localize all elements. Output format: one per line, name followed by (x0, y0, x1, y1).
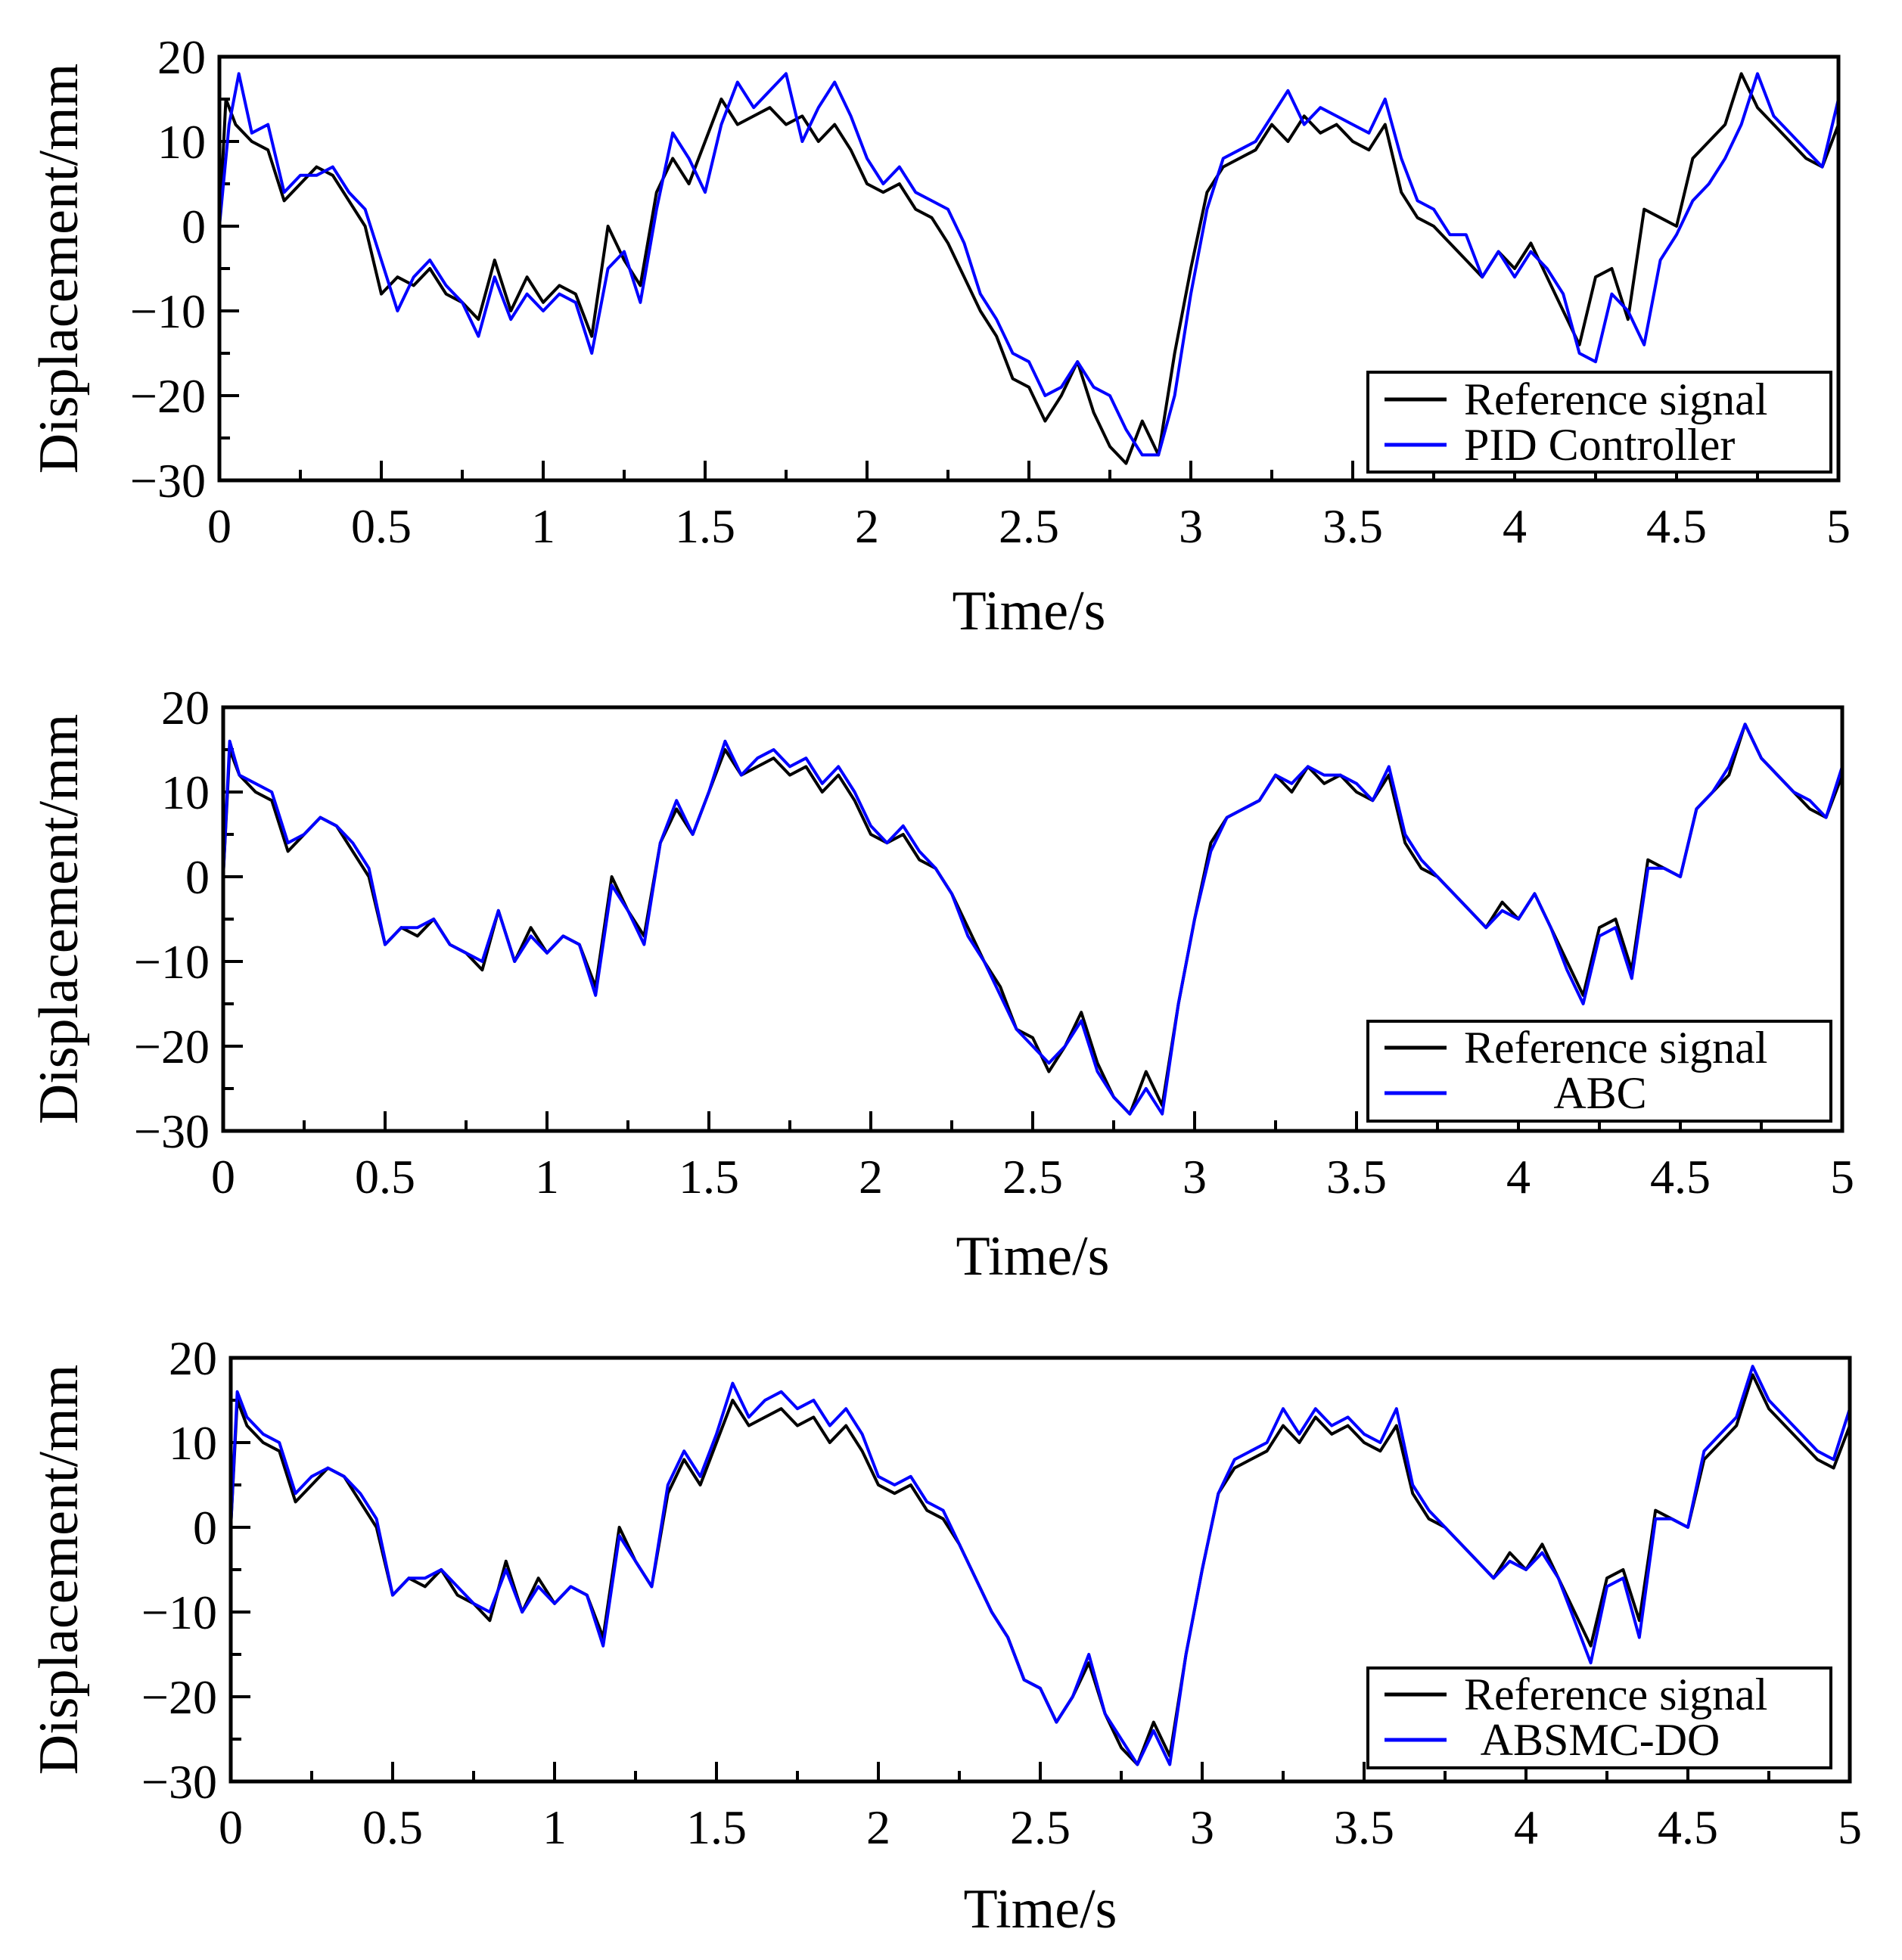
panel-3-xtick-label: 1.5 (686, 1800, 747, 1854)
panel-2-ytick-label: 0 (185, 850, 210, 904)
panel-3-legend: Reference signal ABSMC-DO (1366, 1666, 1832, 1769)
panel-3-ylabel: Displacement/mm (28, 1365, 90, 1775)
panel-3-xtick-label: 4 (1514, 1800, 1538, 1854)
panel-1-ytick-label: 20 (157, 30, 206, 84)
panel-1-legend-box (1366, 371, 1832, 474)
panel-2-xtick-label: 1 (535, 1150, 559, 1204)
panel-1-xlabel: Time/s (953, 580, 1106, 642)
panel-2-xtick-labels: 0 0.5 1 1.5 2 2.5 3 3.5 4 4.5 5 (211, 1150, 1854, 1204)
panel-1-xtick-label: 0 (207, 499, 232, 553)
panel-1-xtick-label: 1.5 (675, 499, 735, 553)
panel-2-legend-box (1366, 1020, 1832, 1123)
panel-1-xtick-label: 3.5 (1322, 499, 1383, 553)
panel-3: 20 10 0 −10 −20 −30 0 0.5 1 1.5 2 2.5 3 3.5 4 4.5 5 Tim… (28, 1331, 1862, 1940)
panel-1-xtick-labels: 0 0.5 1 1.5 2 2.5 3 3.5 4 4.5 5 (207, 499, 1851, 553)
panel-3-xlabel: Time/s (964, 1878, 1117, 1940)
panel-3-legend-ref-label: Reference signal (1464, 1670, 1767, 1719)
panel-2-ylabel: Displacement/mm (28, 714, 90, 1125)
panel-2-xlabel: Time/s (956, 1225, 1110, 1288)
panel-3-xtick-label: 1 (542, 1800, 567, 1854)
panel-3-xtick-label: 5 (1838, 1800, 1862, 1854)
panel-2-legend-ref-label: Reference signal (1464, 1023, 1767, 1073)
panel-1-legend: Reference signal PID Controller (1366, 371, 1832, 474)
panel-1-series-layer (218, 72, 1840, 465)
panel-3-xtick-label: 3 (1190, 1800, 1214, 1854)
panel-1-xtick-label: 3 (1179, 499, 1203, 553)
panel-1-legend-ref-label: Reference signal (1464, 374, 1767, 424)
panel-3-ytick-label: 10 (169, 1416, 217, 1470)
panel-2: 20 10 0 −10 −20 −30 0 0.5 1 1.5 2 2.5 3 3.5 4 4.5 5 Tim… (28, 681, 1854, 1288)
panel-3-xtick-label: 2.5 (1010, 1800, 1071, 1854)
panel-2-xtick-label: 3.5 (1326, 1150, 1387, 1204)
panel-1: 20 10 0 −10 −20 −30 0 0.5 1 1.5 2 2.5 3 3.5 4 4.5 5 Tim… (28, 30, 1851, 642)
panel-3-legend-absmc-label: ABSMC-DO (1481, 1715, 1720, 1765)
panel-3-ytick-label: −10 (141, 1586, 217, 1639)
panel-2-xtick-label: 2 (859, 1150, 883, 1204)
panel-2-series-reference (222, 722, 1844, 1116)
panel-2-xtick-label: 4 (1506, 1150, 1531, 1204)
panel-2-xtick-label: 3 (1183, 1150, 1207, 1204)
panel-2-ytick-labels: 20 10 0 −10 −20 −30 (134, 681, 210, 1158)
panel-1-series-reference (218, 72, 1840, 465)
panel-1-legend-pid-label: PID Controller (1464, 420, 1735, 470)
panel-2-ytick-label: −20 (134, 1020, 210, 1073)
panel-1-ytick-label: −30 (130, 454, 206, 508)
panel-1-xtick-label: 5 (1826, 499, 1851, 553)
panel-3-legend-box (1366, 1666, 1832, 1769)
panel-2-ytick-label: 20 (161, 681, 210, 735)
panel-3-ytick-label: 20 (169, 1331, 217, 1385)
panel-3-xtick-label: 3.5 (1334, 1800, 1394, 1854)
panel-1-ytick-label: 10 (157, 115, 206, 169)
panel-2-xtick-label: 4.5 (1650, 1150, 1711, 1204)
panel-1-ytick-label: 0 (182, 200, 206, 253)
panel-1-xtick-label: 2.5 (999, 499, 1059, 553)
panel-3-ytick-label: −30 (141, 1755, 217, 1809)
panel-3-ytick-label: 0 (193, 1501, 217, 1555)
panel-3-ytick-label: −20 (141, 1670, 217, 1724)
panel-3-xtick-label: 2 (866, 1800, 890, 1854)
panel-1-xtick-label: 2 (855, 499, 879, 553)
panel-3-xtick-label: 0 (219, 1800, 243, 1854)
panel-2-xtick-label: 2.5 (1002, 1150, 1063, 1204)
panel-3-frame (228, 1356, 1852, 1784)
panel-2-legend-abc-label: ABC (1553, 1068, 1646, 1118)
panel-2-series-controller (222, 722, 1844, 1116)
panel-1-xtick-label: 4 (1503, 499, 1527, 553)
panel-2-xtick-label: 0.5 (355, 1150, 415, 1204)
panel-1-xtick-label: 1 (531, 499, 555, 553)
panel-3-xtick-labels: 0 0.5 1 1.5 2 2.5 3 3.5 4 4.5 5 (219, 1800, 1862, 1854)
panel-1-xtick-label: 0.5 (351, 499, 412, 553)
panel-1-frame (217, 54, 1841, 483)
panel-2-ytick-label: 10 (161, 766, 210, 819)
panel-1-ytick-label: −10 (130, 284, 206, 338)
panel-3-xtick-label: 0.5 (362, 1800, 423, 1854)
panel-2-ytick-label: −10 (134, 935, 210, 989)
panel-2-legend: Reference signal ABC (1366, 1020, 1832, 1123)
panel-2-frame (221, 705, 1845, 1133)
panel-1-ytick-label: −20 (130, 369, 206, 423)
panel-3-xtick-label: 4.5 (1658, 1800, 1718, 1854)
panel-1-xtick-label: 4.5 (1646, 499, 1707, 553)
panel-1-series-controller (218, 72, 1840, 457)
panel-2-xtick-label: 5 (1830, 1150, 1854, 1204)
panel-1-ytick-labels: 20 10 0 −10 −20 −30 (130, 30, 206, 508)
panel-2-xtick-label: 1.5 (679, 1150, 739, 1204)
panel-3-series-controller (229, 1365, 1851, 1766)
panel-3-series-layer (229, 1365, 1851, 1766)
panel-3-ytick-labels: 20 10 0 −10 −20 −30 (141, 1331, 217, 1809)
panel-2-series-layer (222, 722, 1844, 1116)
panel-2-ytick-label: −30 (134, 1104, 210, 1158)
panel-1-ylabel: Displacement/mm (28, 64, 90, 474)
panel-2-xtick-label: 0 (211, 1150, 235, 1204)
